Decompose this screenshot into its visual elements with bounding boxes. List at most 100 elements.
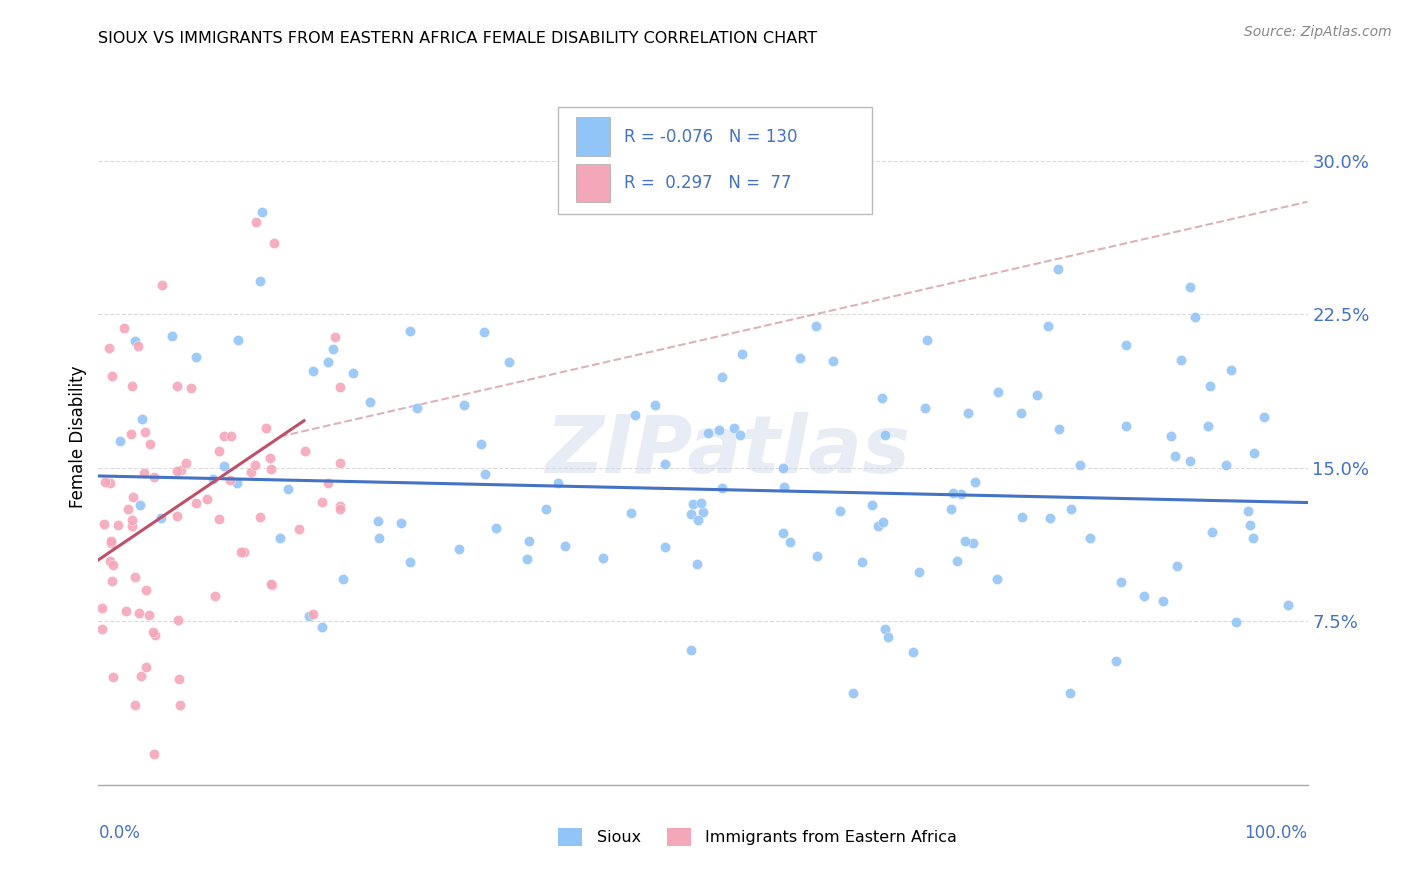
Point (249, 274, 271, 288)
Point (1160, 429, 1182, 443)
Point (117, 502, 139, 516)
Point (301, 607, 323, 621)
Point (259, 451, 281, 466)
Point (134, 466, 156, 480)
Point (485, 521, 508, 535)
Point (195, 491, 218, 506)
Point (184, 351, 207, 365)
Point (620, 506, 643, 520)
Point (800, 164, 823, 178)
Point (731, 347, 754, 361)
Point (592, 551, 614, 566)
Point (245, 215, 267, 229)
Point (221, 429, 243, 443)
Bar (576, 164, 610, 202)
Point (1225, 615, 1247, 629)
Point (965, 475, 987, 490)
Point (180, 381, 202, 395)
Point (710, 481, 733, 495)
Point (453, 398, 475, 412)
Point (263, 235, 285, 250)
Point (322, 342, 344, 356)
Point (519, 533, 541, 548)
Point (1236, 504, 1258, 518)
Point (1047, 262, 1070, 277)
Point (942, 486, 965, 500)
Point (692, 505, 714, 519)
Point (1201, 525, 1223, 540)
Point (534, 502, 557, 516)
Point (1133, 590, 1156, 604)
Point (860, 498, 883, 512)
Point (127, 339, 149, 353)
Point (1010, 406, 1032, 420)
Point (1115, 338, 1137, 352)
Point (243, 458, 266, 472)
Point (101, 558, 124, 572)
Point (949, 487, 972, 501)
Point (107, 517, 129, 532)
Point (134, 425, 156, 439)
Point (1253, 410, 1275, 425)
Point (120, 426, 142, 441)
Point (139, 437, 162, 451)
Point (1239, 518, 1261, 533)
Point (828, 504, 851, 518)
Point (1166, 559, 1188, 574)
Point (1277, 598, 1299, 612)
Point (398, 555, 420, 569)
Point (269, 531, 291, 545)
Point (654, 540, 676, 554)
Point (498, 355, 520, 369)
Point (329, 499, 352, 513)
Point (110, 434, 132, 448)
Point (204, 589, 226, 603)
Point (212, 458, 235, 473)
Point (122, 491, 145, 505)
Point (150, 278, 173, 293)
Point (135, 660, 157, 674)
Point (138, 607, 160, 622)
Point (877, 630, 900, 644)
Point (97, 341, 120, 355)
Point (1011, 510, 1033, 524)
Point (953, 534, 976, 549)
Point (1184, 310, 1206, 325)
Point (225, 476, 247, 491)
Point (124, 570, 146, 584)
Point (696, 426, 718, 441)
Point (789, 351, 811, 365)
Point (872, 515, 894, 529)
Point (208, 444, 231, 458)
Point (325, 330, 347, 344)
Point (128, 606, 150, 620)
Point (941, 502, 963, 516)
Point (298, 609, 321, 624)
Text: ZIPatlas: ZIPatlas (544, 412, 910, 490)
Point (873, 428, 896, 442)
Bar (576, 118, 610, 155)
Point (1026, 388, 1049, 402)
Point (186, 496, 208, 510)
Point (1197, 419, 1219, 434)
Point (260, 578, 283, 592)
Point (470, 437, 492, 451)
Point (772, 461, 794, 475)
Point (208, 511, 231, 525)
Point (779, 535, 801, 549)
Point (806, 549, 828, 564)
Point (302, 364, 325, 378)
Point (294, 444, 316, 458)
Point (1078, 531, 1101, 545)
Point (1199, 378, 1222, 392)
Point (121, 518, 143, 533)
Point (219, 473, 242, 487)
Point (150, 511, 173, 525)
Point (329, 380, 352, 394)
Point (707, 423, 730, 437)
Bar (558, 829, 582, 846)
Point (1039, 511, 1062, 525)
Point (1219, 363, 1241, 377)
Point (1178, 280, 1201, 294)
Point (1243, 446, 1265, 460)
